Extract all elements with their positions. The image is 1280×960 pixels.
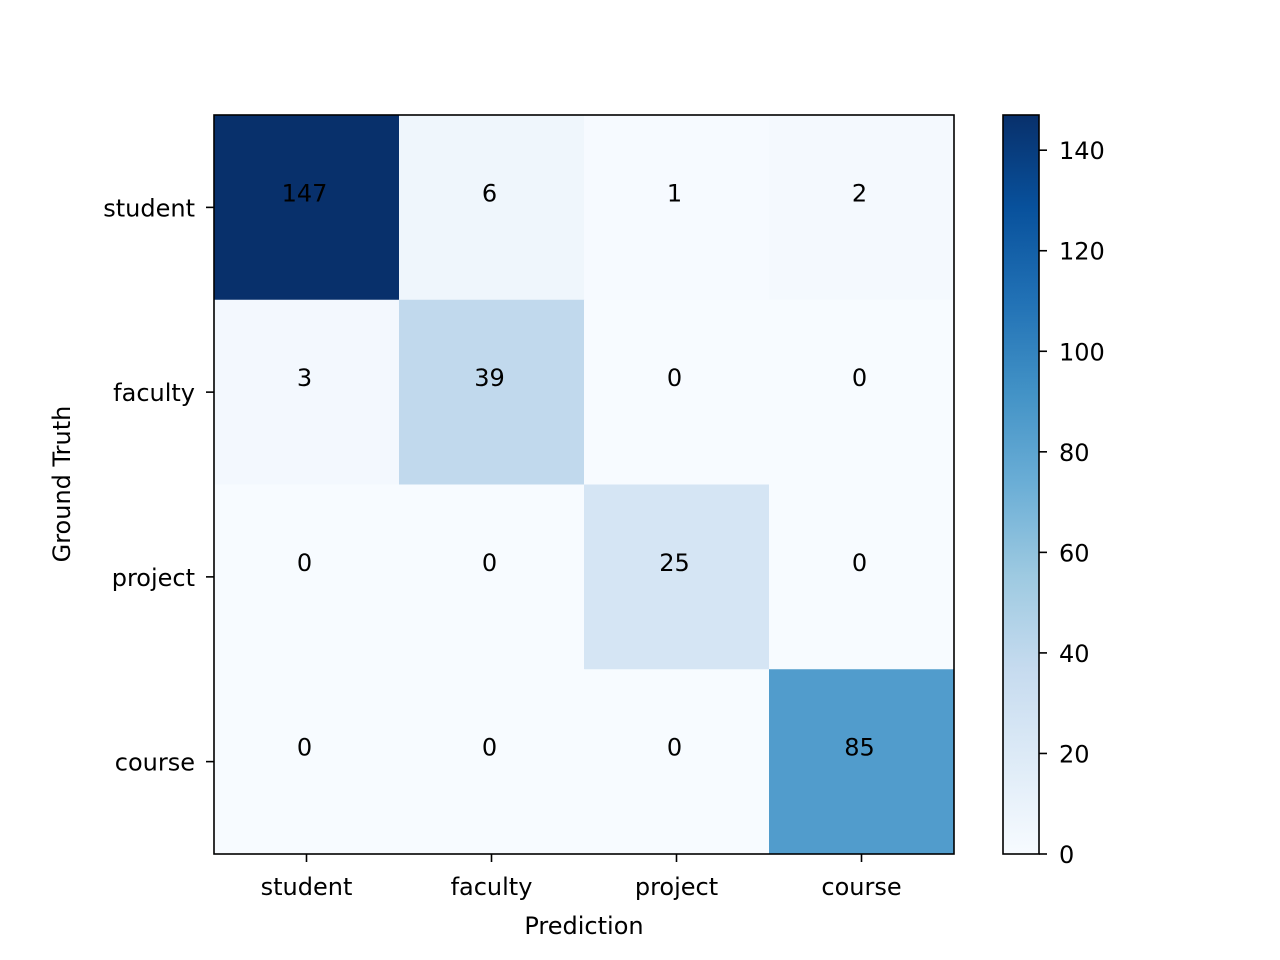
heatmap-cell [769,115,955,301]
colorbar-ticks: 0 20 40 60 80 100 120 140 [1039,137,1105,869]
heatmap-cell [214,484,400,670]
heatmap-cell [214,299,400,485]
heatmap-cell [769,484,955,670]
heatmap-cells [214,115,955,855]
cell-value-label: 1 [667,179,682,207]
colorbar-tick-label: 40 [1059,640,1090,668]
cell-value-label: 6 [482,179,497,207]
x-tick-label: course [821,873,901,901]
cell-value-label: 0 [482,549,497,577]
y-tick-label: project [112,564,195,592]
heatmap-cell [399,484,585,670]
x-tick-label: project [635,873,718,901]
colorbar [1003,115,1039,854]
y-axis-ticks: student faculty project course [103,194,214,777]
heatmap-cell [399,115,585,301]
cell-value-label: 25 [659,549,690,577]
heatmap-cell [769,299,955,485]
heatmap-cell [584,484,770,670]
heatmap-cell [769,669,955,855]
heatmap-cell [584,669,770,855]
cell-value-label: 85 [844,734,875,762]
heatmap-cell [214,669,400,855]
cell-value-label: 39 [474,364,505,392]
y-tick-label: student [103,194,195,222]
heatmap-cell-labels: 147 6 1 2 3 39 0 0 0 0 25 0 0 0 0 85 [282,179,875,761]
heatmap-cell [584,299,770,485]
heatmap-cell [399,299,585,485]
cell-value-label: 0 [482,734,497,762]
cell-value-label: 0 [852,549,867,577]
colorbar-tick-label: 20 [1059,740,1090,768]
x-tick-label: faculty [451,873,533,901]
colorbar-tick-label: 120 [1059,238,1105,266]
x-tick-label: student [261,873,353,901]
colorbar-tick-label: 140 [1059,137,1105,165]
cell-value-label: 0 [667,364,682,392]
y-axis-label: Ground Truth [48,406,76,563]
colorbar-tick-label: 80 [1059,439,1090,467]
colorbar-tick-label: 100 [1059,338,1105,366]
plot-frame [213,114,955,855]
x-axis-ticks: student faculty project course [261,854,902,901]
cell-value-label: 2 [852,179,867,207]
cell-value-label: 147 [282,179,328,207]
y-tick-label: course [115,749,195,777]
heatmap-cell [214,115,400,301]
cell-value-label: 0 [297,549,312,577]
cell-value-label: 0 [667,734,682,762]
cell-value-label: 3 [297,364,312,392]
colorbar-frame [1002,114,1040,855]
x-axis-label: Prediction [524,912,643,940]
colorbar-tick-label: 60 [1059,539,1090,567]
cell-value-label: 0 [852,364,867,392]
cell-value-label: 0 [297,734,312,762]
y-tick-label: faculty [113,379,195,407]
heatmap-cell [399,669,585,855]
heatmap-cell [584,115,770,301]
colorbar-tick-label: 0 [1059,841,1074,869]
